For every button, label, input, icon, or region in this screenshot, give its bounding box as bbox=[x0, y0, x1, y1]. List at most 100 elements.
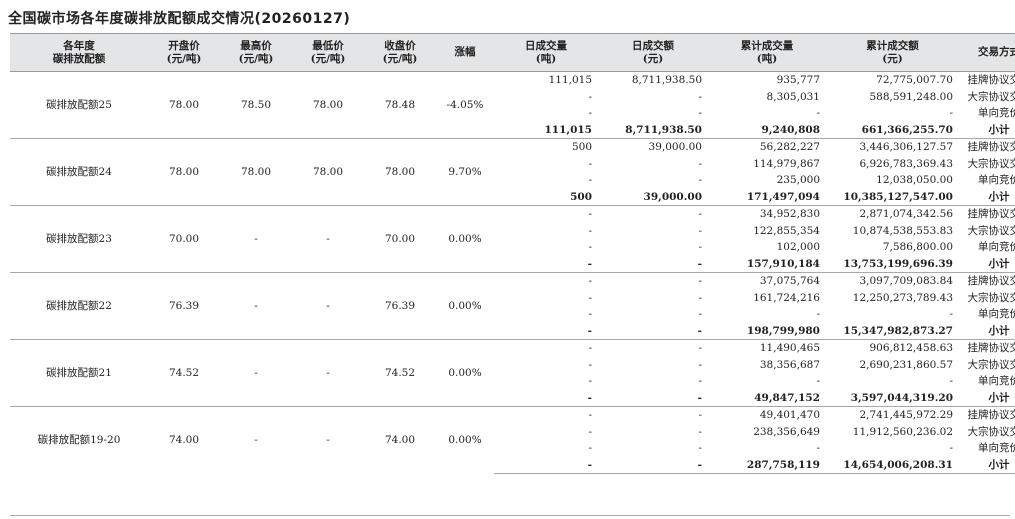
close-price: 70.00 bbox=[364, 205, 436, 273]
cum-volume: - bbox=[816, 308, 820, 320]
low-price: - bbox=[292, 272, 364, 340]
daily-amount: - bbox=[698, 358, 702, 371]
cum-volume: - bbox=[816, 375, 820, 387]
cum-amount: 12,038,050.00 bbox=[876, 174, 953, 186]
daily-volume: 500 bbox=[494, 188, 598, 206]
change-pct: 9.70% bbox=[436, 138, 494, 206]
page-title: 全国碳市场各年度碳排放配额成交情况(20260127) bbox=[8, 11, 351, 27]
daily-amount: - bbox=[598, 255, 708, 273]
trade-mode: 小计 bbox=[959, 456, 1015, 474]
cum-volume: 935,777 bbox=[708, 71, 826, 89]
cum-amount: 10,874,538,553.83 bbox=[852, 224, 953, 237]
cum-amount: 10,385,127,547.00 bbox=[826, 188, 959, 206]
daily-amount: - bbox=[698, 107, 702, 119]
table-row: 碳排放配额23 70.00- -70.00 0.00% - -34,952,830 2,87… bbox=[10, 205, 1015, 273]
cum-amount: 661,366,255.70 bbox=[826, 121, 959, 139]
cum-volume: 49,847,152 bbox=[708, 389, 826, 407]
header-row: 各年度 碳排放配额 开盘价 (元/吨) 最高价 (元/吨) 最低价 (元/吨) 收盘价(… bbox=[10, 33, 1015, 72]
high-price: 78.00 bbox=[220, 138, 292, 206]
change-pct: 0.00% bbox=[436, 205, 494, 273]
header-close: 收盘价 (元/吨) bbox=[364, 33, 436, 72]
cum-amount: 2,690,231,860.57 bbox=[859, 358, 953, 371]
allowance-name: 碳排放配额24 bbox=[10, 138, 148, 206]
table-row: 碳排放配额22 76.39- -76.39 0.00% - -37,075,764 3,09… bbox=[10, 272, 1015, 340]
header-allowance: 各年度 碳排放配额 bbox=[10, 33, 148, 72]
cum-volume: 235,000 bbox=[776, 174, 820, 186]
daily-amount: - bbox=[598, 272, 708, 290]
daily-amount: - bbox=[698, 174, 702, 186]
change-pct: 0.00% bbox=[436, 272, 494, 340]
daily-volume: - bbox=[494, 322, 598, 340]
daily-amount: 39,000.00 bbox=[598, 188, 708, 206]
cum-volume: 34,952,830 bbox=[708, 205, 826, 223]
trade-mode: 挂牌协议交易 bbox=[959, 272, 1015, 290]
allowance-name: 碳排放配额25 bbox=[10, 71, 148, 139]
cum-amount: 11,912,560,236.02 bbox=[852, 425, 953, 438]
low-price: 78.00 bbox=[292, 138, 364, 206]
open-price: 78.00 bbox=[148, 71, 220, 139]
cum-amount: 14,654,006,208.31 bbox=[826, 456, 959, 474]
cum-volume: - bbox=[816, 107, 820, 119]
daily-amount: 8,711,938.50 bbox=[598, 71, 708, 89]
trade-mode: 挂牌协议交易 bbox=[959, 406, 1015, 424]
trade-mode: 单向竞价 bbox=[978, 308, 1015, 320]
daily-amount: - bbox=[698, 375, 702, 387]
table-row: - - 114,979,867 6,926,783,369.43 大宗协议交易 bbox=[10, 156, 1015, 173]
table-bottom-rule bbox=[10, 515, 1010, 516]
daily-volume: - bbox=[588, 224, 592, 237]
daily-volume: - bbox=[494, 389, 598, 407]
change-pct: 0.00% bbox=[436, 339, 494, 407]
header-change: 涨幅 bbox=[436, 33, 494, 72]
daily-amount: - bbox=[698, 224, 702, 237]
cum-volume: 171,497,094 bbox=[708, 188, 826, 206]
high-price: - bbox=[220, 406, 292, 474]
trade-mode: 大宗协议交易 bbox=[967, 224, 1015, 237]
table-row: - - - - 单向竞价 bbox=[10, 105, 1015, 122]
daily-volume: 500 bbox=[494, 138, 598, 156]
daily-volume: - bbox=[588, 241, 592, 253]
cum-amount: 6,926,783,369.43 bbox=[859, 157, 953, 170]
table-body: 碳排放配额25 78.00 78.50 78.00 78.48 -4.05% 111,015… bbox=[10, 71, 1015, 474]
header-open: 开盘价 (元/吨) bbox=[148, 33, 220, 72]
trade-mode: 单向竞价 bbox=[978, 375, 1015, 387]
header-cum-volume: 累计成交量 (吨) bbox=[708, 33, 826, 72]
daily-volume: - bbox=[588, 174, 592, 186]
high-price: - bbox=[220, 272, 292, 340]
cum-amount: 3,097,709,083.84 bbox=[826, 272, 959, 290]
cum-amount: 3,597,044,319.20 bbox=[826, 389, 959, 407]
cum-amount: 906,812,458.63 bbox=[826, 339, 959, 357]
cum-amount: 15,347,982,873.27 bbox=[826, 322, 959, 340]
change-pct: -4.05% bbox=[436, 71, 494, 139]
cum-volume: 238,356,649 bbox=[753, 425, 820, 438]
cum-amount: 72,775,007.70 bbox=[826, 71, 959, 89]
close-price: 74.52 bbox=[364, 339, 436, 407]
high-price: 78.50 bbox=[220, 71, 292, 139]
daily-amount: - bbox=[598, 339, 708, 357]
cum-volume: 9,240,808 bbox=[708, 121, 826, 139]
trade-mode: 小计 bbox=[959, 389, 1015, 407]
trade-mode: 单向竞价 bbox=[978, 107, 1015, 119]
trade-mode: 挂牌协议交易 bbox=[959, 71, 1015, 89]
cum-amount: - bbox=[949, 375, 953, 387]
header-daily-amount: 日成交额 (元) bbox=[598, 33, 708, 72]
table-row: - - 122,855,354 10,874,538,553.83 大宗协议交易 bbox=[10, 223, 1015, 240]
open-price: 74.52 bbox=[148, 339, 220, 407]
trade-mode: 小计 bbox=[959, 188, 1015, 206]
header-cum-amount: 累计成交额 (元) bbox=[826, 33, 959, 72]
daily-volume: - bbox=[588, 157, 592, 170]
table-row: - - 161,724,216 12,250,273,789.43 大宗协议交易 bbox=[10, 290, 1015, 307]
daily-amount: - bbox=[698, 291, 702, 304]
daily-amount: - bbox=[698, 241, 702, 253]
table-row: 碳排放配额21 74.52- -74.52 0.00% - -11,490,465 906,… bbox=[10, 339, 1015, 407]
trade-mode: 单向竞价 bbox=[978, 442, 1015, 454]
daily-volume: - bbox=[588, 358, 592, 371]
header-low: 最低价 (元/吨) bbox=[292, 33, 364, 72]
close-price: 78.48 bbox=[364, 71, 436, 139]
daily-amount: - bbox=[598, 205, 708, 223]
cum-amount: - bbox=[949, 442, 953, 454]
cum-amount: 2,741,445,972.29 bbox=[826, 406, 959, 424]
low-price: - bbox=[292, 406, 364, 474]
cum-amount: 13,753,199,696.39 bbox=[826, 255, 959, 273]
table-row: - - 38,356,687 2,690,231,860.57 大宗协议交易 bbox=[10, 357, 1015, 374]
trade-mode: 大宗协议交易 bbox=[967, 157, 1015, 170]
